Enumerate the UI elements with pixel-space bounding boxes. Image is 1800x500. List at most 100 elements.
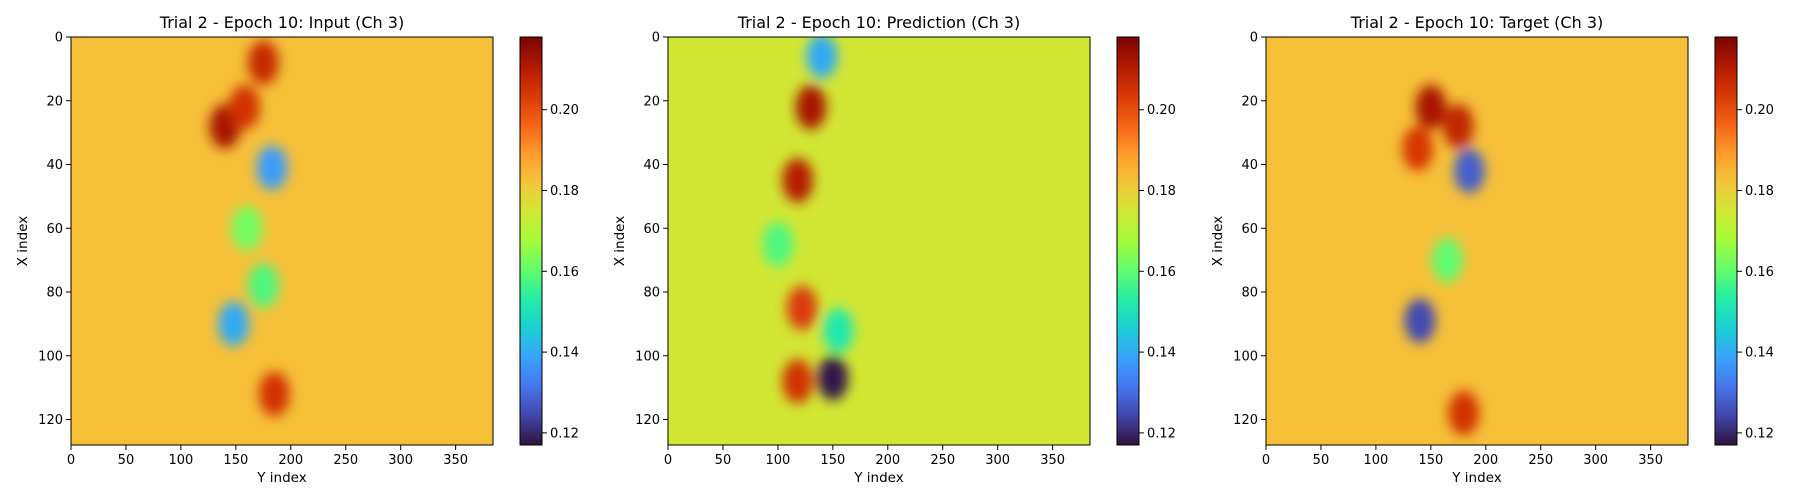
colorbar-gradient	[1715, 37, 1737, 445]
heatmap-feature	[229, 84, 260, 130]
colorbar: 0.12 0.14 0.16 0.18 0.20	[1116, 36, 1176, 446]
y-axis-label: X index	[15, 216, 31, 266]
colorbar: 0.12 0.14 0.16 0.18 0.20	[1714, 36, 1774, 446]
heatmap-feature	[247, 40, 279, 85]
heatmap-feature	[822, 308, 854, 353]
y-tick-label: 20	[1241, 94, 1258, 109]
heatmap-feature	[231, 206, 263, 251]
heatmap-feature	[1404, 298, 1436, 344]
colorbar-tick-label: 0.14	[550, 346, 579, 361]
colorbar-gradient	[1117, 37, 1139, 445]
heatmap-feature	[762, 221, 794, 267]
x-tick-label: 150	[223, 453, 248, 468]
x-tick-label: 200	[278, 453, 303, 468]
heatmap-feature	[1448, 390, 1480, 436]
heatmap-background	[1266, 37, 1688, 445]
heatmap-feature	[1415, 84, 1447, 130]
heatmap-feature	[1442, 104, 1474, 149]
colorbar-tick-label: 0.16	[1745, 265, 1774, 280]
x-tick-label: 0	[664, 453, 672, 468]
heatmap-feature	[782, 359, 814, 404]
colorbar-tick-label: 0.16	[550, 265, 579, 280]
x-axis-label: Y index	[853, 470, 903, 486]
x-tick-label: 250	[1528, 453, 1553, 468]
heatmap-feature	[258, 371, 290, 417]
axes-frame	[667, 36, 1091, 446]
heatmap-feature	[247, 263, 279, 308]
x-tick-label: 0	[67, 453, 75, 468]
heatmap-feature	[782, 158, 814, 203]
heatmap-feature	[806, 37, 838, 79]
heatmap-feature	[1453, 148, 1485, 194]
heatmap-feature	[1402, 126, 1434, 171]
x-axis-label: Y index	[1451, 470, 1501, 486]
heatmap-panel-input: Trial 2 - Epoch 10: Input (Ch 3) 0 50 100 15…	[15, 13, 579, 486]
heatmap-field	[71, 37, 493, 445]
colorbar-frame	[1714, 36, 1738, 446]
x-tick-label: 300	[1583, 453, 1608, 468]
heatmap-feature	[256, 145, 288, 190]
y-tick-label: 80	[1241, 286, 1258, 301]
colorbar-tick-label: 0.20	[550, 103, 579, 118]
heatmap-field	[668, 37, 1090, 445]
x-tick-label: 100	[765, 453, 790, 468]
chart-title: Trial 2 - Epoch 10: Prediction (Ch 3)	[737, 13, 1020, 32]
x-tick-label: 150	[1418, 453, 1443, 468]
colorbar-tick-label: 0.18	[550, 184, 579, 199]
y-tick-label: 20	[643, 94, 660, 109]
colorbar: 0.12 0.14 0.16 0.18 0.20	[519, 36, 579, 446]
heatmap-feature	[1431, 237, 1463, 283]
colorbar-frame	[1116, 36, 1140, 446]
y-tick-label: 80	[643, 286, 660, 301]
colorbar-tick-label: 0.12	[550, 426, 579, 441]
y-tick-label: 100	[1233, 349, 1258, 364]
y-tick-label: 80	[46, 286, 63, 301]
y-tick-label: 40	[1241, 158, 1258, 173]
x-tick-label: 100	[168, 453, 193, 468]
y-tick-label: 60	[643, 222, 660, 237]
x-tick-label: 350	[1638, 453, 1663, 468]
heatmap-feature	[795, 84, 827, 130]
y-tick-label: 0	[55, 31, 63, 46]
x-tick-label: 50	[118, 453, 135, 468]
x-tick-label: 350	[1040, 453, 1065, 468]
y-tick-label: 0	[652, 31, 660, 46]
colorbar-tick-label: 0.14	[1147, 346, 1176, 361]
x-tick-label: 200	[875, 453, 900, 468]
x-tick-label: 250	[930, 453, 955, 468]
colorbar-tick-label: 0.12	[1745, 426, 1774, 441]
chart-title: Trial 2 - Epoch 10: Target (Ch 3)	[1350, 13, 1603, 32]
x-tick-label: 150	[820, 453, 845, 468]
y-tick-label: 40	[643, 158, 660, 173]
x-tick-label: 200	[1473, 453, 1498, 468]
colorbar-tick-label: 0.20	[1745, 103, 1774, 118]
x-tick-label: 100	[1363, 453, 1388, 468]
heatmap-feature	[218, 301, 250, 347]
colorbar-tick-label: 0.16	[1147, 265, 1176, 280]
colorbar-gradient	[520, 37, 542, 445]
y-tick-label: 20	[46, 94, 63, 109]
y-tick-label: 120	[1233, 413, 1258, 428]
x-tick-label: 300	[985, 453, 1010, 468]
colorbar-tick-label: 0.14	[1745, 346, 1774, 361]
heatmap-panel-prediction: Trial 2 - Epoch 10: Prediction (Ch 3) 0 50…	[612, 13, 1176, 486]
y-tick-label: 0	[1250, 31, 1258, 46]
colorbar-tick-label: 0.20	[1147, 103, 1176, 118]
x-tick-label: 350	[443, 453, 468, 468]
y-tick-label: 120	[38, 413, 63, 428]
y-tick-label: 100	[635, 349, 660, 364]
y-tick-label: 60	[46, 222, 63, 237]
colorbar-tick-label: 0.18	[1745, 184, 1774, 199]
axes-frame	[1265, 36, 1689, 446]
colorbar-tick-label: 0.12	[1147, 426, 1176, 441]
x-tick-label: 50	[715, 453, 732, 468]
y-axis-label: X index	[1210, 216, 1226, 266]
x-tick-label: 50	[1313, 453, 1330, 468]
y-tick-label: 40	[46, 158, 63, 173]
x-tick-label: 250	[333, 453, 358, 468]
colorbar-tick-label: 0.18	[1147, 184, 1176, 199]
heatmap-panel-target: Trial 2 - Epoch 10: Target (Ch 3) 0 50 100 1…	[1210, 13, 1774, 486]
heatmap-feature	[786, 285, 818, 331]
x-tick-label: 300	[388, 453, 413, 468]
